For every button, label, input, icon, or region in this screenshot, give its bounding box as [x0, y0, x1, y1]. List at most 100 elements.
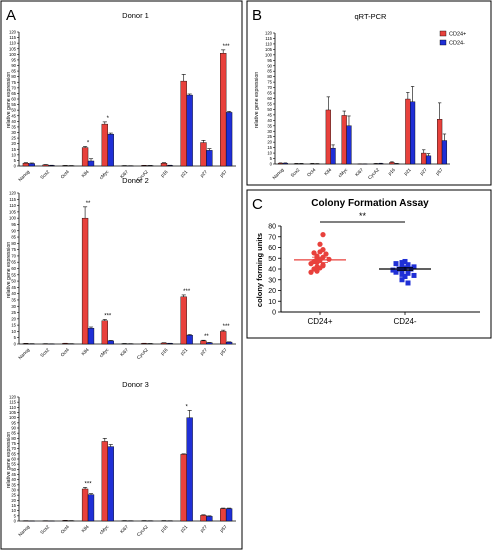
bar-cd24-pos [389, 162, 395, 165]
x-tick-label: Nanog [17, 169, 30, 182]
significance-mark: *** [223, 44, 231, 50]
y-tick-label: 40 [11, 477, 16, 482]
x-tick-label: Sox2 [39, 347, 50, 358]
bar-cd24-neg [206, 342, 213, 345]
x-tick-label: Sox2 [39, 524, 50, 535]
legend-label: CD24- [449, 41, 465, 47]
y-tick-label: 50 [11, 279, 16, 284]
x-tick-label: Oct4 [60, 169, 71, 180]
bar-cd24-pos [180, 80, 187, 167]
x-tick-label: CycA2 [136, 524, 149, 537]
x-tick-label: CD24- [393, 317, 416, 326]
x-tick-label: Ki67 [119, 524, 129, 534]
x-tick-label: Oct4 [60, 524, 71, 535]
bar-cd24-neg [225, 112, 233, 167]
x-tick-label: cMyc [98, 347, 110, 359]
y-tick-label: 30 [267, 129, 272, 134]
y-tick-label: 25 [11, 136, 16, 141]
y-tick-label: 95 [267, 58, 272, 63]
x-tick-label: p16 [160, 169, 169, 178]
y-tick-label: 110 [9, 405, 16, 410]
y-tick-label: 75 [11, 80, 16, 85]
x-tick-label: Nanog [17, 347, 30, 360]
bar-cd24-neg [186, 94, 193, 167]
bar-cd24-neg [186, 417, 193, 522]
x-tick-label: p57 [219, 524, 228, 533]
data-point-cd24-neg [399, 264, 405, 270]
y-tick-label: 45 [11, 285, 16, 290]
x-tick-label: p27 [419, 167, 428, 176]
y-tick-label: 60 [11, 266, 16, 271]
y-tick-label: 15 [11, 323, 16, 328]
chart-colony-formation: Colony Formation Assay 0 10 20 30 40 50 60 70 80 c… [255, 198, 480, 326]
data-point-cd24-neg [405, 270, 411, 276]
y-tick-label: 60 [267, 96, 272, 101]
data-point-cd24-pos [317, 241, 323, 247]
panel-b-frame [246, 0, 492, 186]
x-tick-label: Sox2 [290, 167, 301, 178]
y-tick-label: 75 [11, 441, 16, 446]
y-tick-label: 85 [11, 235, 16, 240]
y-tick-label: 60 [11, 97, 16, 102]
y-tick-label: 115 [9, 400, 16, 405]
y-tick-label: 30 [11, 130, 16, 135]
y-tick-label: 110 [9, 203, 16, 208]
y-axis-label: relative gene expression [6, 72, 12, 128]
data-point-cd24-neg [405, 263, 411, 269]
x-tick-label: p57 [219, 347, 228, 356]
bar-cd24-neg [425, 155, 432, 165]
bar-cd24-pos [22, 163, 30, 167]
y-tick-label: 0 [14, 164, 17, 169]
x-tick-label: p21 [179, 524, 188, 533]
y-tick-label: 25 [267, 134, 272, 139]
y-tick-label: 60 [268, 245, 276, 252]
data-point-cd24-neg [399, 277, 405, 283]
bar-cd24-neg [346, 125, 352, 165]
y-tick-label: 80 [267, 74, 272, 79]
y-tick-label: 85 [11, 431, 16, 436]
x-tick-label: Klf4 [81, 524, 90, 533]
y-tick-label: 5 [14, 158, 17, 163]
y-tick-label: 65 [11, 91, 16, 96]
bar-cd24-pos [405, 98, 411, 165]
bar-cd24-neg [87, 328, 95, 345]
bar-cd24-pos [421, 152, 427, 165]
data-point-cd24-neg [393, 269, 399, 275]
y-tick-label: 0 [270, 162, 273, 167]
panel-a-frame [0, 0, 243, 550]
bar-cd24-pos [277, 162, 284, 165]
y-tick-label: 50 [268, 256, 276, 263]
legend-swatch [439, 30, 447, 37]
y-tick-label: 75 [267, 80, 272, 85]
y-tick-label: 5 [270, 156, 273, 161]
legend-swatch [439, 39, 447, 46]
bar-cd24-pos [220, 331, 227, 345]
y-tick-label: 100 [265, 52, 273, 57]
y-tick-label: 50 [267, 107, 272, 112]
y-axis-label: relative gene expression [254, 72, 260, 128]
y-tick-label: 35 [267, 123, 272, 128]
data-point-cd24-neg [393, 261, 399, 267]
bar-cd24-pos [437, 119, 443, 165]
x-tick-label: p27 [199, 524, 208, 533]
chart-donor-3: Donor 3 051015202530354045505560657075808… [6, 380, 236, 537]
bar-cd24-neg [186, 334, 193, 345]
y-tick-label: 75 [11, 247, 16, 252]
bar-cd24-neg [206, 516, 213, 522]
data-point-cd24-neg [411, 272, 417, 278]
y-tick-label: 15 [267, 145, 272, 150]
x-tick-label: Sox2 [39, 169, 50, 180]
x-tick-label: Nanog [17, 524, 30, 537]
y-tick-label: 20 [11, 498, 16, 503]
y-tick-label: 10 [268, 299, 276, 306]
y-tick-label: 10 [11, 152, 16, 157]
significance-mark: *** [183, 289, 191, 295]
bar-cd24-pos [200, 515, 207, 522]
data-point-cd24-neg [402, 258, 408, 264]
y-axis-label: colony forming units [255, 233, 264, 307]
y-tick-label: 65 [267, 91, 272, 96]
bar-cd24-pos [81, 488, 89, 522]
bar-cd24-pos [220, 508, 227, 522]
data-point-cd24-pos [308, 261, 314, 267]
